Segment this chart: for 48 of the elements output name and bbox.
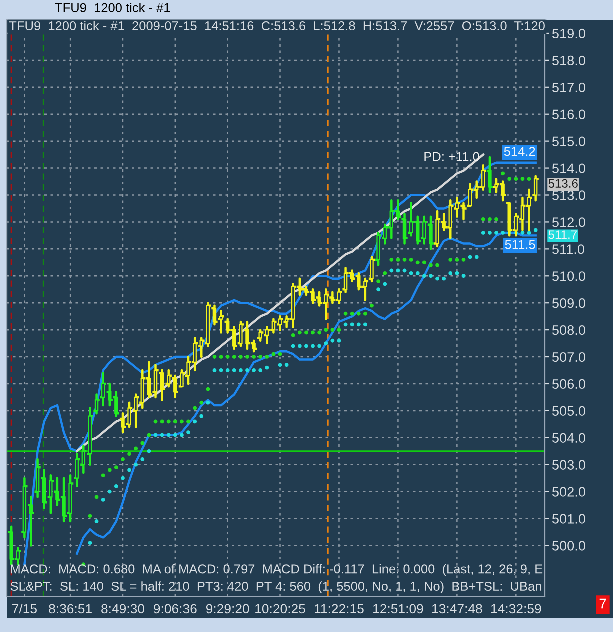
annotation: SL&PT: SL: 140 SL = half: 210 PT3: 420 PT 4: 560 (1, 5500, No, 1, 1, No) BB+TSL: UBan [10,582,542,594]
y-tick-label: 514.0 [552,164,586,174]
text: 7 [600,598,606,609]
y-tick-label: 515.0 [552,136,586,146]
text: 513.6 [548,179,578,188]
y-tick-label: 509.0 [552,298,586,308]
y-tick-label: 513.0 [552,190,586,200]
y-tick-label: 512.0 [552,218,586,228]
y-tick-label: 516.0 [552,110,586,120]
line-series [76,154,485,453]
y-tick-label: 517.0 [552,82,586,92]
data-label: 514.2 [504,147,536,156]
y-tick-label: 500.0 [552,541,586,551]
candlestick [41,469,48,510]
y-tick-label: 502.0 [552,487,586,497]
candlestick [166,369,172,388]
candlestick [100,372,106,407]
annotation: MACD: MACD: 0.680 MA of MACD: 0.797 MACD Diff: -0.117 Line: 0.000 (Last, 12, 26, 9, E [11,564,543,576]
y-tick-label: 501.0 [552,514,586,524]
y-tick-label: 510.0 [552,272,586,282]
annotation: PD: +11.0 [424,152,480,162]
y-tick-label: 506.0 [552,379,586,390]
candlestick [532,175,539,202]
x-tick-label: 14:32:59 [491,604,542,614]
candlestick [94,394,100,415]
x-tick-label: 13:47:48 [432,604,482,614]
chart-subtitle: TFU9 1200 tick - #1 2009-07-15 14:51:16 C:513.6 L:512.8 H:513.7 V:2557 O:513.0 T:120 [9,21,545,31]
x-tick-label: 10:20:25 [256,604,306,614]
data-label: 511.5 [505,240,536,250]
data-label: 511.7 [548,230,577,240]
candlestick [34,458,41,498]
y-tick-label: 508.0 [552,326,586,336]
chart-title: TFU9 1200 tick - #1 [55,3,170,12]
y-tick-label: 507.0 [552,352,586,362]
y-tick-label: 519.0 [552,28,586,39]
y-tick-label: 503.0 [552,460,586,470]
x-tick-label: 12:51:09 [374,604,424,614]
y-tick-label: 504.0 [552,433,586,443]
x-tick-label: 7/15 [12,604,37,614]
x-tick-label: 9:06:36 [154,604,197,614]
x-tick-label: 8:49:30 [102,604,144,614]
x-tick-label: 11:22:15 [315,604,364,614]
candlestick [486,156,494,194]
y-tick-label: 511.0 [552,244,584,254]
x-tick-label: 8:36:51 [49,604,92,614]
x-tick-label: 9:29:20 [206,604,250,614]
y-tick-label: 505.0 [552,406,586,416]
y-tick-label: 518.0 [552,56,586,66]
